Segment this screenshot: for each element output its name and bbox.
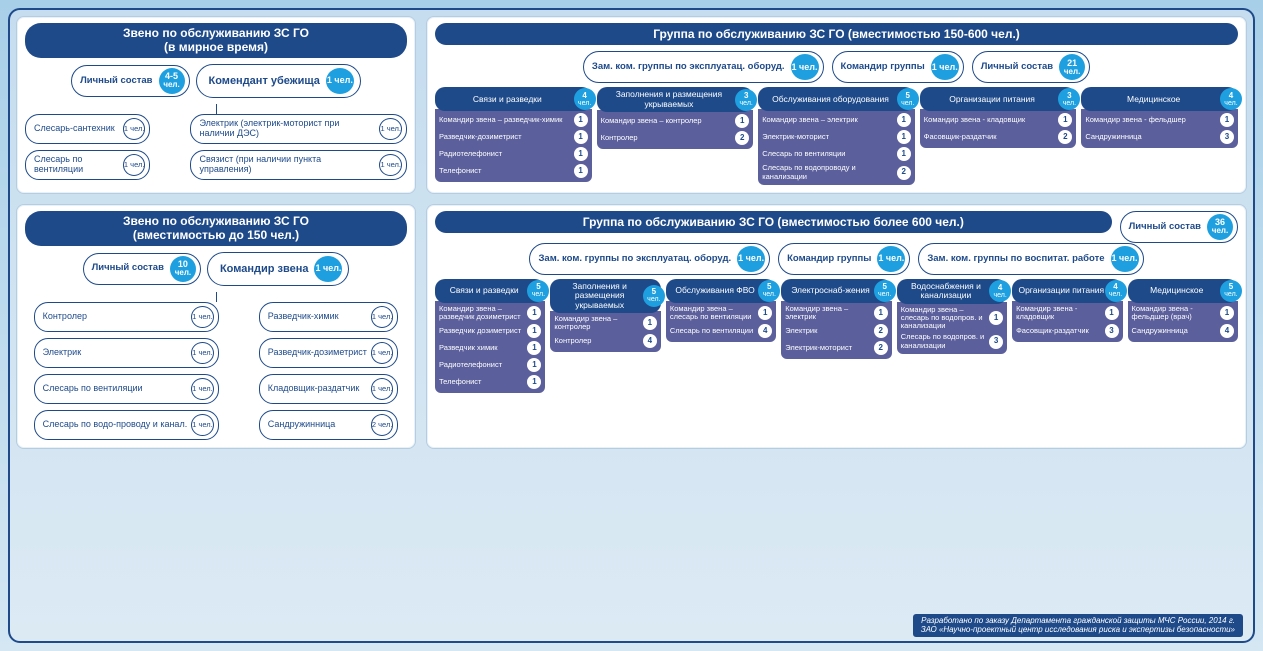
subunit: Заполнения и размещения укрываемых3чел. К… (597, 87, 754, 149)
diagram-frame: Звено по обслуживанию ЗС ГО (в мирное вр… (8, 8, 1255, 643)
subunit-header: Заполнения и размещения укрываемых3чел. (597, 87, 754, 112)
subunit-item: Командир звена – слесарь по водопров. и … (901, 306, 1003, 331)
subunit: Медицинское4чел. Командир звена - фельдше… (1081, 87, 1238, 148)
subunit: Обслуживания ФВО5чел. Командир звена – сл… (666, 279, 776, 343)
subunit-header: Связи и разведки5чел. (435, 279, 545, 303)
subunit-header: Связи и разведки4чел. (435, 87, 592, 111)
subunit-header: Обслуживания ФВО5чел. (666, 279, 776, 303)
panel-a-staff: Личный состав 4-5чел. (71, 65, 189, 97)
subunit-item: Командир звена – разведчик-химик1 (439, 113, 588, 127)
panel-d-title: Группа по обслуживанию ЗС ГО (вместимост… (435, 211, 1112, 233)
subunit-item: Командир звена - кладовщик1 (924, 113, 1073, 127)
panel-c-staff: Личный состав 10чел. (83, 253, 201, 285)
panel-peacetime-link: Звено по обслуживанию ЗС ГО (в мирное вр… (16, 16, 416, 194)
panel-b-title: Группа по обслуживанию ЗС ГО (вместимост… (435, 23, 1238, 45)
subunit-header: Медицинское4чел. (1081, 87, 1238, 111)
subunit-item: Командир звена - фельдшер (врач)1 (1132, 305, 1234, 322)
subunit: Связи и разведки5чел. Командир звена – ра… (435, 279, 545, 394)
org-node: Электрик1 чел. (34, 338, 219, 368)
subunit-item: Контролер4 (554, 334, 656, 348)
subunit-item: Слесарь по водопроводу и канализации2 (762, 164, 911, 181)
subunit-item: Телефонист1 (439, 164, 588, 178)
subunit-item: Слесарь по вентиляции1 (762, 147, 911, 161)
subunit-item: Телефонист1 (439, 375, 541, 389)
top-role: Командир группы1 чел. (832, 51, 964, 83)
subunit-item: Командир звена – разведчик дозиметрист1 (439, 305, 541, 322)
panel-c-title: Звено по обслуживанию ЗС ГО (вместимость… (25, 211, 407, 246)
subunit-item: Командир звена – слесарь по вентиляции1 (670, 305, 772, 322)
org-node: Контролер1 чел. (34, 302, 219, 332)
subunit-item: Сандружинница3 (1085, 130, 1234, 144)
subunit-item: Командир звена – электрик1 (785, 305, 887, 322)
panel-group-150-600: Группа по обслуживанию ЗС ГО (вместимост… (426, 16, 1247, 194)
subunit-header: Медицинское5чел. (1128, 279, 1238, 303)
footer-credits: Разработано по заказу Департамента гражд… (913, 614, 1243, 637)
top-role: Зам. ком. группы по эксплуатац. оборуд.1… (583, 51, 824, 83)
subunit-item: Командир звена – контролер1 (601, 114, 750, 128)
panel-a-title: Звено по обслуживанию ЗС ГО (в мирное вр… (25, 23, 407, 58)
subunit-item: Командир звена – электрик1 (762, 113, 911, 127)
subunit: Водоснабжения и канализации4чел.Командир… (897, 279, 1007, 354)
org-node: Слесарь по вентиляции1 чел. (25, 150, 150, 180)
org-node: Слесарь по вентиляции1 чел. (34, 374, 219, 404)
subunit-item: Контролер2 (601, 131, 750, 145)
subunit-header: Обслуживания оборудования5чел. (758, 87, 915, 111)
panel-c-commander: Командир звена 1 чел. (207, 252, 350, 286)
subunit-item: Электрик-моторист2 (785, 341, 887, 355)
panel-a-commander: Комендант убежища 1 чел. (196, 64, 361, 98)
subunit-item: Разведчик дозиметрист1 (439, 324, 541, 338)
top-role: Личный состав21чел. (972, 51, 1090, 83)
org-node: Слесарь по водо-проводу и канал.1 чел. (34, 410, 219, 440)
subunit-header: Электроснаб-жения5чел. (781, 279, 891, 303)
subunit: Медицинское5чел. Командир звена - фельдше… (1128, 279, 1238, 343)
subunit-item: Командир звена - кладовщик1 (1016, 305, 1118, 322)
org-node: Кладовщик-раздатчик1 чел. (259, 374, 399, 404)
subunit-item: Электрик2 (785, 324, 887, 338)
subunit-header: Заполнения и размещения укрываемых5чел. (550, 279, 660, 313)
panel-d-staff: Личный состав 36чел. (1120, 211, 1238, 243)
subunit-item: Слесарь по водопров. и канализации3 (901, 333, 1003, 350)
subunit: Заполнения и размещения укрываемых5чел. К… (550, 279, 660, 353)
subunit-item: Фасовщик-раздатчик2 (924, 130, 1073, 144)
subunit-item: Слесарь по вентиляции4 (670, 324, 772, 338)
org-node: Разведчик-дозиметрист1 чел. (259, 338, 399, 368)
subunit: Электроснаб-жения5чел. Командир звена – э… (781, 279, 891, 360)
subunit-item: Командир звена – контролер1 (554, 315, 656, 332)
subunit-item: Сандружинница4 (1132, 324, 1234, 338)
org-node: Разведчик-химик1 чел. (259, 302, 399, 332)
subunit-item: Разведчик-дозиметрист1 (439, 130, 588, 144)
org-node: Электрик (электрик-моторист при наличии … (190, 114, 407, 144)
org-node: Слесарь-сантехник1 чел. (25, 114, 150, 144)
subunit: Организации питания4чел. Командир звена -… (1012, 279, 1122, 343)
subunit-item: Радиотелефонист1 (439, 358, 541, 372)
subunit-header: Организации питания3чел. (920, 87, 1077, 111)
subunit-item: Разведчик химик1 (439, 341, 541, 355)
subunit-header: Организации питания4чел. (1012, 279, 1122, 303)
panel-group-over-600: Группа по обслуживанию ЗС ГО (вместимост… (426, 204, 1247, 449)
org-node: Сандружинница2 чел. (259, 410, 399, 440)
subunit-item: Командир звена - фельдшер1 (1085, 113, 1234, 127)
subunit: Обслуживания оборудования5чел. Командир з… (758, 87, 915, 185)
subunit-header: Водоснабжения и канализации4чел. (897, 279, 1007, 304)
panel-link-up-to-150: Звено по обслуживанию ЗС ГО (вместимость… (16, 204, 416, 449)
org-node: Связист (при наличии пункта управления)1… (190, 150, 407, 180)
top-role: Зам. ком. группы по воспитат. работе1 че… (918, 243, 1143, 275)
top-role: Зам. ком. группы по эксплуатац. оборуд.1… (529, 243, 770, 275)
top-role: Командир группы1 чел. (778, 243, 910, 275)
subunit-item: Электрик-моторист1 (762, 130, 911, 144)
subunit: Организации питания3чел. Командир звена -… (920, 87, 1077, 148)
subunit: Связи и разведки4чел. Командир звена – ра… (435, 87, 592, 182)
subunit-item: Радиотелефонист1 (439, 147, 588, 161)
subunit-item: Фасовщик-раздатчик3 (1016, 324, 1118, 338)
